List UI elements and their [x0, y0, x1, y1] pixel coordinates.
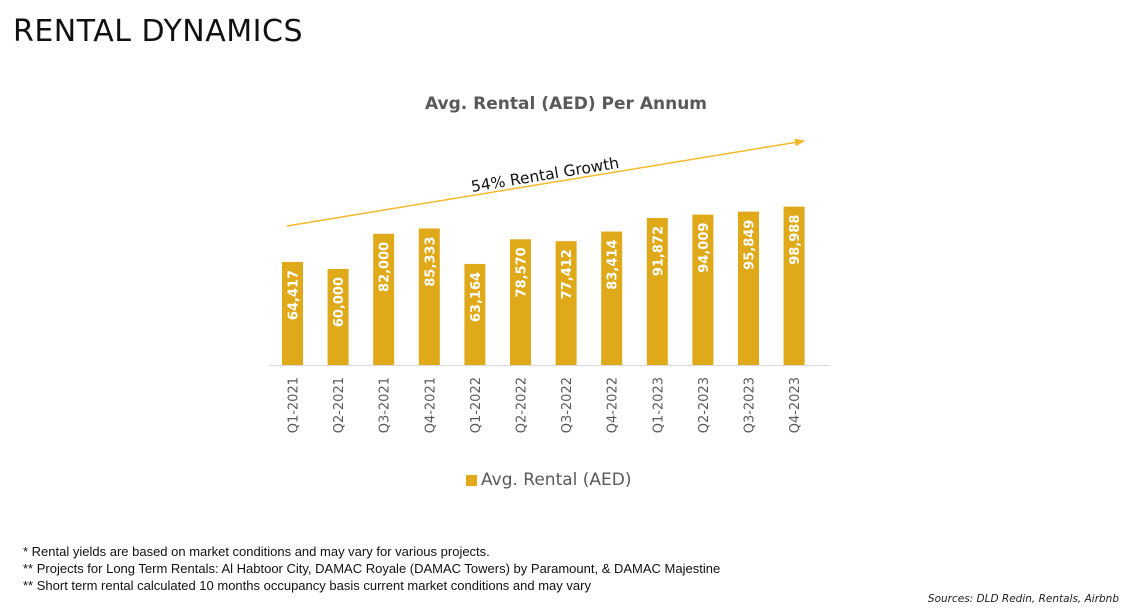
x-tick-label: Q2-2022 — [515, 377, 530, 433]
data-label: 85,333 — [423, 236, 438, 286]
legend-swatch — [466, 474, 477, 486]
bar — [510, 239, 531, 365]
bars-group: 64,417 60,000 82,000 85,333 63,164 78,570 77,4… — [282, 206, 805, 365]
data-label: 94,009 — [697, 223, 712, 273]
source-note: Sources: DLD Redin, Rentals, Airbnb — [927, 593, 1119, 605]
bar — [555, 241, 577, 365]
bar — [464, 263, 486, 365]
data-label: 63,164 — [469, 272, 484, 322]
x-tick-label: Q2-2023 — [697, 377, 712, 433]
legend: Avg. Rental (AED) — [466, 470, 632, 490]
x-tick-label: Q4-2021 — [423, 377, 438, 433]
growth-annotation: 54% Rental Growth — [470, 154, 621, 196]
x-tick-label: Q4-2023 — [788, 377, 803, 433]
bar — [646, 218, 668, 365]
bar — [738, 211, 759, 365]
data-label: 78,570 — [515, 247, 530, 297]
footnote: ** Projects for Long Term Rentals: Al Ha… — [23, 561, 721, 576]
data-label: 82,000 — [378, 242, 393, 292]
data-label: 98,988 — [788, 215, 803, 265]
bar — [418, 228, 440, 365]
x-tick-labels: Q1-2021 Q2-2021 Q3-2021 Q4-2021 Q1-2022 Q2-20… — [287, 377, 804, 433]
x-tick-label: Q1-2022 — [469, 377, 484, 433]
x-tick-label: Q1-2023 — [651, 377, 666, 433]
data-label: 60,000 — [332, 277, 347, 327]
growth-arrow — [286, 138, 805, 227]
data-label: 64,417 — [287, 270, 302, 320]
bar — [282, 261, 303, 365]
footnote: * Rental yields are based on market cond… — [23, 544, 490, 559]
legend-label: Avg. Rental (AED) — [481, 470, 632, 490]
data-label: 91,872 — [651, 226, 666, 276]
x-tick-label: Q4-2022 — [606, 377, 621, 433]
bar — [692, 214, 714, 365]
chart-title: Avg. Rental (AED) Per Annum — [0, 94, 1130, 114]
page-title: RENTAL DYNAMICS — [13, 14, 303, 49]
x-tick-label: Q3-2022 — [560, 377, 575, 433]
x-tick-label: Q3-2023 — [743, 377, 758, 433]
footnote: ** Short term rental calculated 10 month… — [23, 578, 591, 593]
data-label: 95,849 — [743, 220, 758, 270]
data-label: 83,414 — [606, 240, 621, 290]
x-tick-label: Q3-2021 — [378, 377, 393, 433]
bar — [373, 233, 395, 365]
x-tick-label: Q1-2021 — [287, 377, 302, 433]
chart-title-text: Avg. Rental (AED) Per Annum — [424, 94, 708, 114]
footnotes: * Rental yields are based on market cond… — [23, 543, 720, 594]
bar — [327, 269, 349, 365]
bar — [783, 206, 805, 365]
bar — [601, 231, 623, 365]
x-tick-label: Q2-2021 — [332, 377, 347, 433]
data-label: 77,412 — [560, 249, 575, 299]
